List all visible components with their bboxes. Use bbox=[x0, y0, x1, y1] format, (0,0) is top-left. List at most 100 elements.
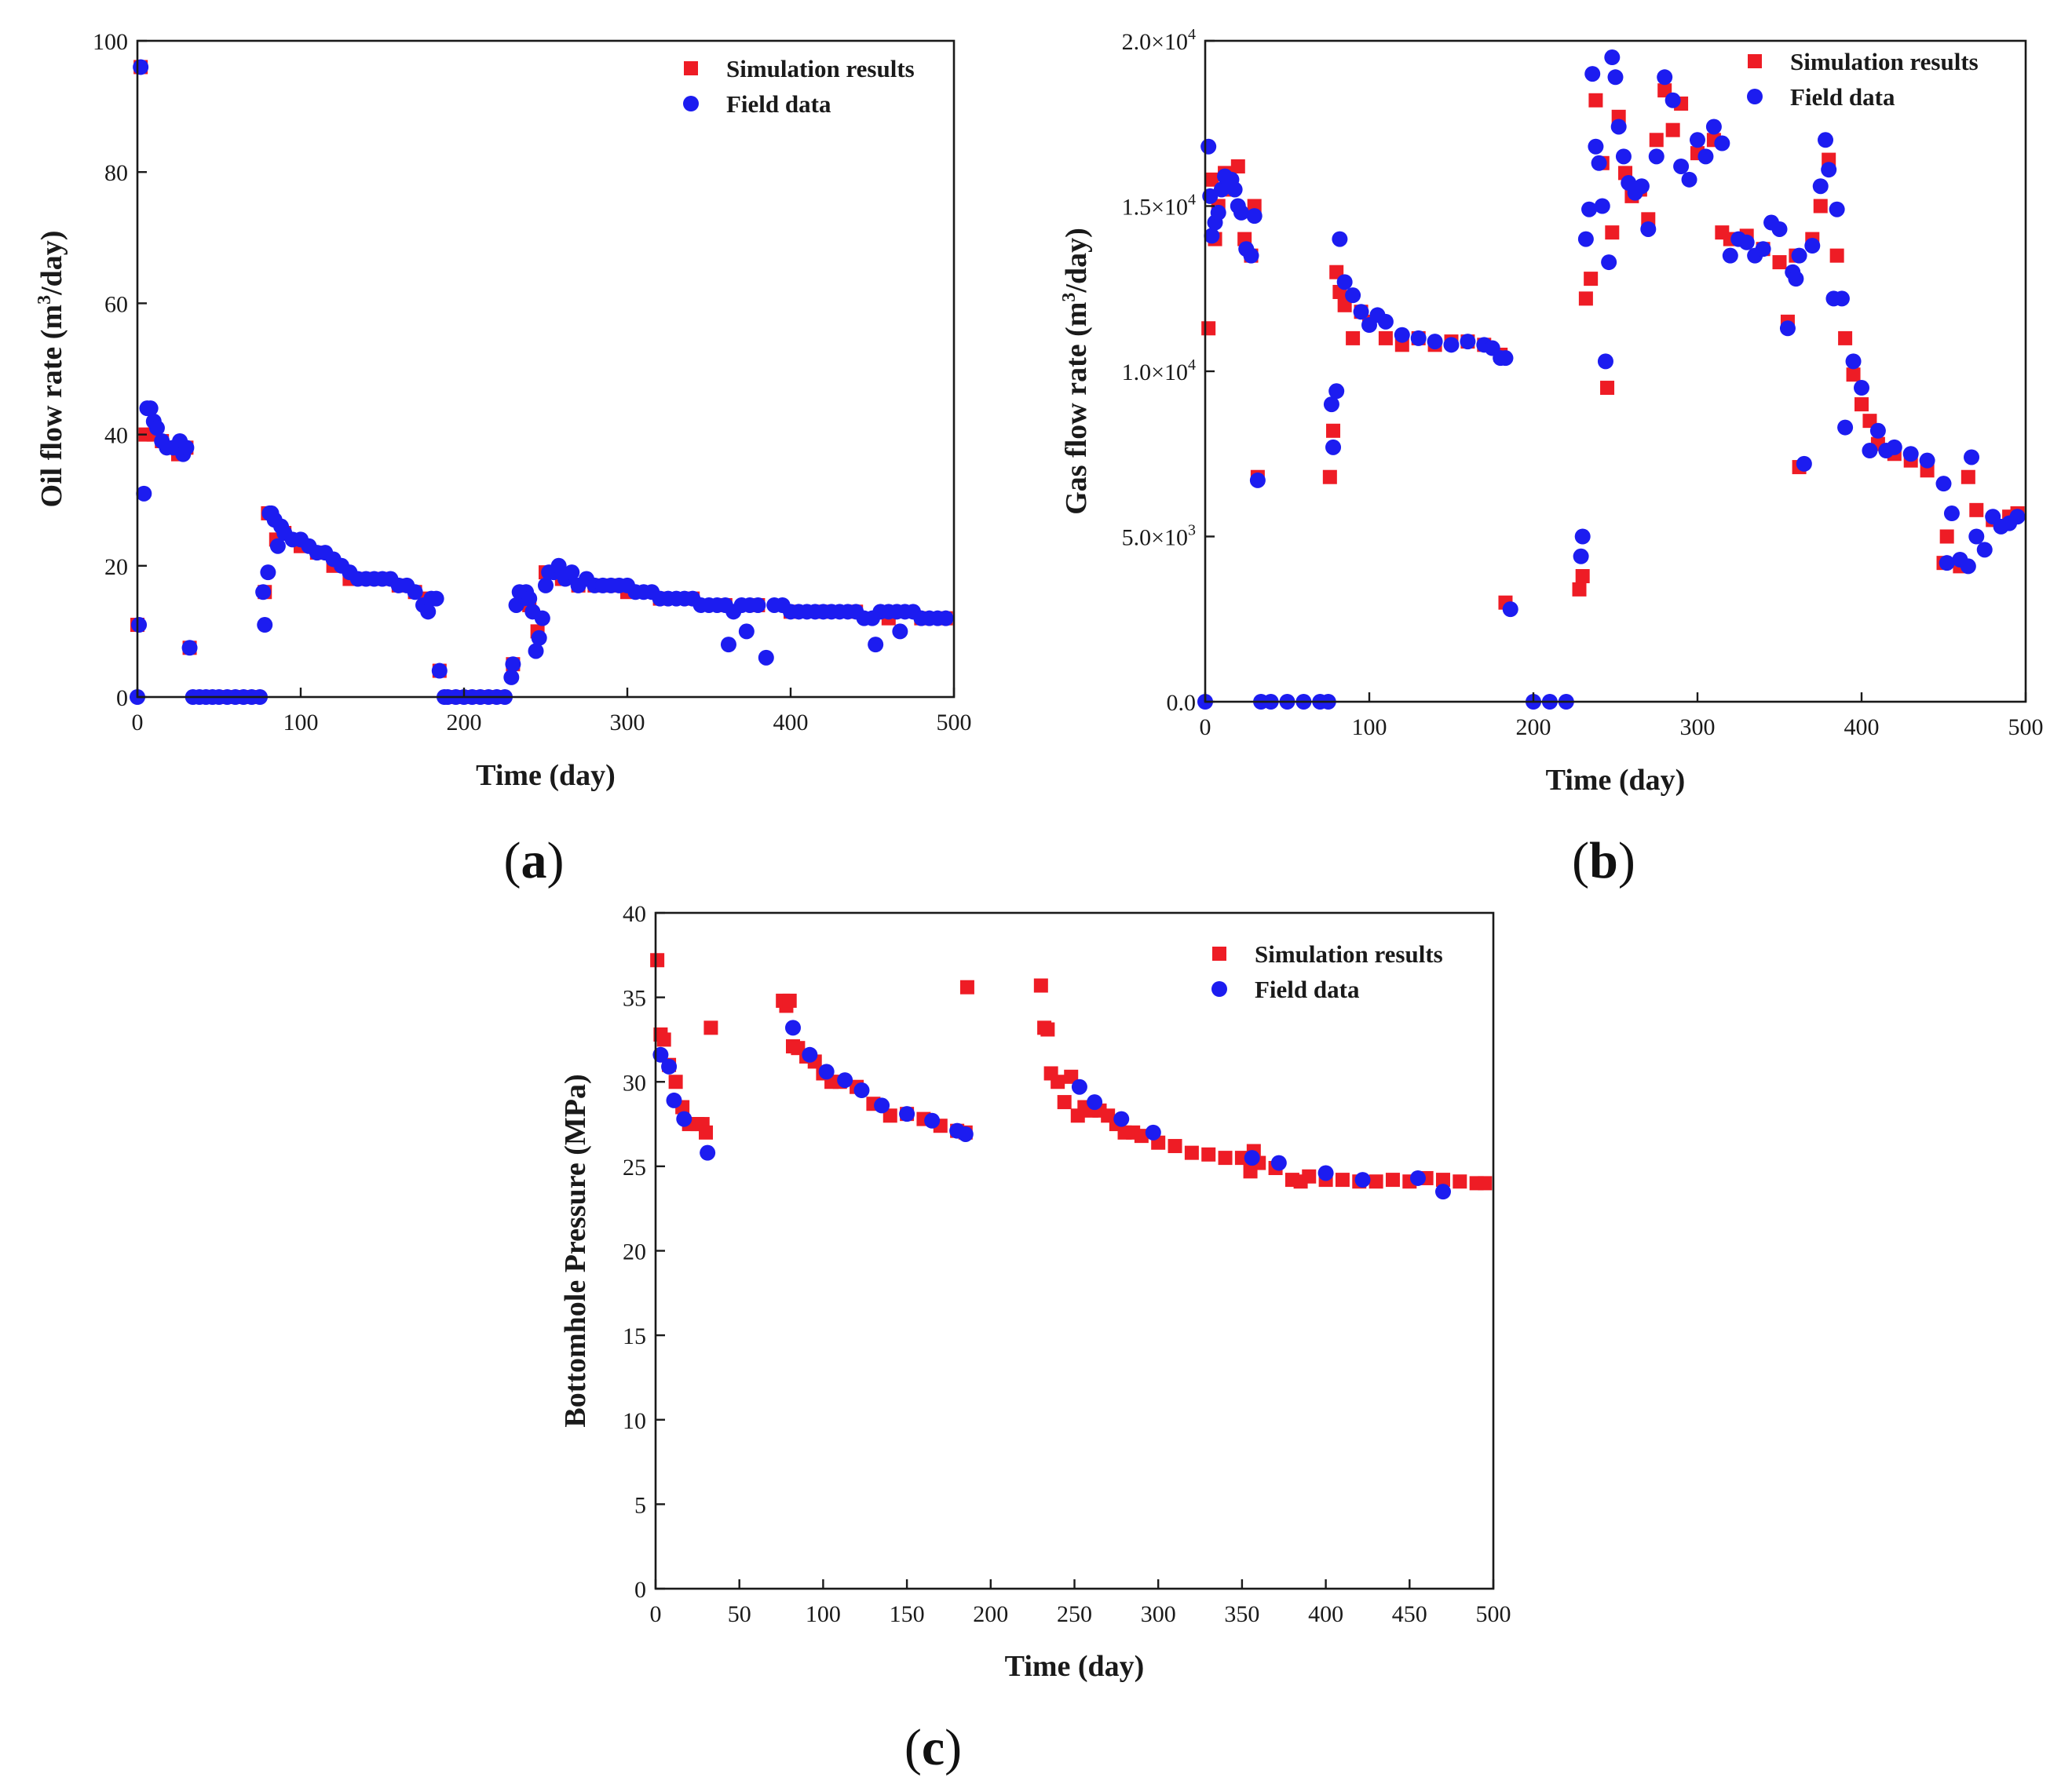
point-field bbox=[428, 590, 444, 607]
x-tick-label: 50 bbox=[728, 1601, 751, 1627]
y-tick-label: 40 bbox=[104, 423, 128, 449]
point-simulation bbox=[782, 993, 797, 1008]
point-field bbox=[1353, 304, 1369, 320]
point-field bbox=[1862, 443, 1878, 459]
x-tick-label: 200 bbox=[973, 1601, 1008, 1627]
point-field bbox=[531, 630, 547, 646]
point-field bbox=[1755, 241, 1771, 257]
point-simulation bbox=[1369, 1174, 1383, 1189]
point-field bbox=[431, 662, 448, 679]
point-field bbox=[1336, 274, 1353, 290]
point-field bbox=[1837, 419, 1854, 436]
point-field bbox=[1960, 558, 1976, 575]
y-tick-label-base: 1.5×10 bbox=[1122, 195, 1188, 221]
point-field bbox=[1604, 49, 1621, 66]
plot-frame bbox=[136, 39, 956, 699]
y-tick-label: 0 bbox=[634, 1577, 646, 1603]
point-field bbox=[1502, 601, 1518, 618]
point-simulation bbox=[656, 1032, 671, 1047]
point-field bbox=[1796, 455, 1812, 472]
point-field bbox=[1145, 1124, 1161, 1141]
point-field bbox=[1681, 171, 1697, 188]
point-field bbox=[1410, 330, 1427, 346]
point-field bbox=[1460, 334, 1476, 350]
point-simulation bbox=[1588, 93, 1603, 108]
point-field bbox=[1584, 66, 1601, 82]
point-field bbox=[1821, 162, 1837, 178]
x-tick-label: 200 bbox=[447, 710, 482, 735]
x-tick-label: 350 bbox=[1224, 1601, 1259, 1627]
point-simulation bbox=[1134, 1129, 1149, 1144]
point-field bbox=[142, 400, 159, 417]
point-field bbox=[1615, 148, 1632, 165]
point-simulation bbox=[1969, 502, 1984, 517]
point-simulation bbox=[1572, 582, 1587, 597]
y-tick-label: 5 bbox=[634, 1492, 646, 1518]
plot-frame bbox=[1204, 39, 2027, 703]
point-field bbox=[1200, 138, 1217, 155]
x-axis-title: Time (day) bbox=[1005, 1650, 1145, 1683]
point-field bbox=[1591, 155, 1607, 171]
point-field bbox=[1345, 287, 1361, 304]
point-field bbox=[1443, 337, 1460, 353]
y-tick-label: 30 bbox=[623, 1070, 646, 1096]
point-field bbox=[837, 1072, 853, 1089]
point-field bbox=[1377, 313, 1394, 330]
point-field bbox=[1854, 380, 1869, 396]
point-simulation bbox=[1813, 199, 1828, 214]
point-simulation bbox=[1657, 83, 1672, 98]
point-field bbox=[666, 1092, 682, 1108]
point-simulation bbox=[699, 1125, 714, 1140]
point-simulation bbox=[1184, 1145, 1199, 1160]
point-simulation bbox=[1435, 1173, 1450, 1188]
y-axis-title: Oil flow rate (m3/day) bbox=[35, 231, 68, 508]
point-simulation bbox=[1838, 330, 1853, 345]
y-tick-label-base: 0.0 bbox=[1167, 690, 1197, 716]
point-field bbox=[534, 610, 550, 626]
point-field bbox=[1657, 69, 1673, 86]
point-field bbox=[652, 1046, 669, 1063]
point-simulation bbox=[1335, 1173, 1350, 1188]
point-field bbox=[1317, 1165, 1334, 1181]
x-tick-label: 100 bbox=[806, 1601, 841, 1627]
x-tick-label: 250 bbox=[1057, 1601, 1092, 1627]
point-simulation bbox=[1337, 297, 1352, 312]
panel-label-open: ( bbox=[504, 832, 521, 889]
point-field bbox=[1939, 555, 1955, 571]
legend-marker-simulation bbox=[684, 61, 698, 75]
point-field bbox=[1210, 204, 1226, 221]
point-field bbox=[1594, 198, 1610, 214]
point-field bbox=[1588, 138, 1604, 155]
point-field bbox=[1976, 542, 1993, 558]
point-field bbox=[1722, 247, 1738, 264]
x-tick-label: 100 bbox=[283, 710, 319, 735]
point-field bbox=[1738, 234, 1755, 250]
y-tick-label: 0.0 bbox=[1167, 690, 1197, 716]
point-simulation bbox=[1051, 1075, 1065, 1089]
y-axis-title-part: Bottomhole Pressure (MPa) bbox=[559, 1074, 592, 1427]
point-simulation bbox=[1578, 291, 1593, 306]
x-tick-label: 150 bbox=[890, 1601, 925, 1627]
point-simulation bbox=[1033, 978, 1048, 993]
legend-marker-field bbox=[1747, 89, 1763, 104]
point-field bbox=[1323, 396, 1339, 413]
point-field bbox=[1648, 148, 1665, 165]
point-simulation bbox=[1649, 133, 1664, 148]
point-field bbox=[178, 440, 195, 456]
point-field bbox=[1325, 439, 1342, 455]
x-tick-label: 400 bbox=[1308, 1601, 1343, 1627]
point-simulation bbox=[1584, 272, 1599, 287]
x-tick-label: 500 bbox=[1476, 1601, 1511, 1627]
point-field bbox=[1394, 327, 1410, 343]
x-tick-label: 450 bbox=[1392, 1601, 1427, 1627]
point-field bbox=[1573, 548, 1589, 564]
point-field bbox=[1087, 1094, 1103, 1111]
point-field bbox=[1332, 231, 1348, 247]
point-field bbox=[1597, 353, 1613, 370]
point-field bbox=[874, 1097, 890, 1114]
x-tick-label: 300 bbox=[610, 710, 645, 735]
point-field bbox=[1818, 132, 1834, 148]
point-simulation bbox=[1322, 469, 1337, 484]
y-tick-label-exponent: 4 bbox=[1188, 356, 1196, 374]
point-simulation bbox=[1961, 469, 1975, 484]
